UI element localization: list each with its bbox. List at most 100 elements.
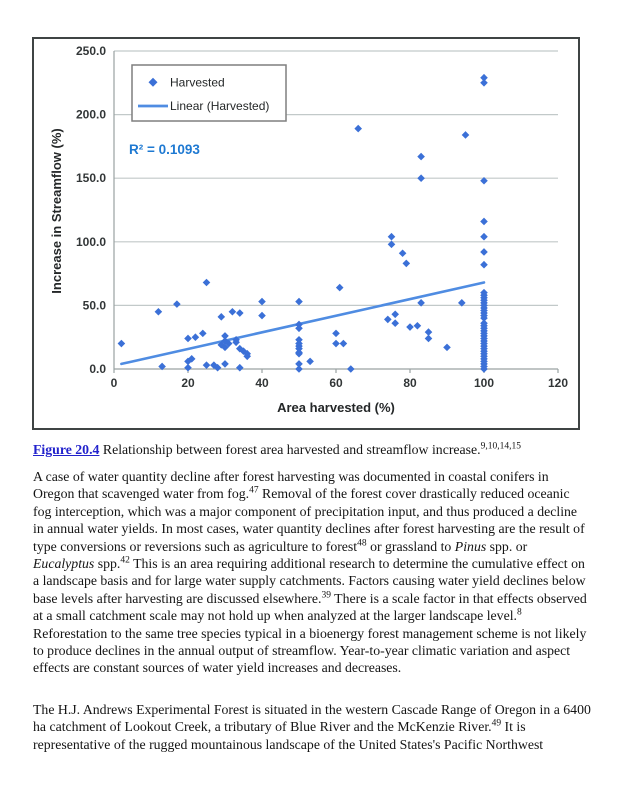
- x-axis-title: Area harvested (%): [277, 400, 395, 415]
- data-point: [199, 329, 207, 338]
- legend: Harvested Linear (Harvested): [131, 64, 287, 122]
- data-point: [480, 217, 488, 226]
- x-tick-label: 20: [181, 376, 195, 390]
- data-point: [184, 363, 192, 372]
- data-point: [480, 73, 488, 82]
- data-point: [387, 240, 396, 249]
- data-point: [295, 324, 303, 333]
- y-tick-label: 250.0: [76, 44, 106, 58]
- data-point: [391, 319, 399, 328]
- x-tick-label: 100: [474, 376, 494, 390]
- r-squared-annotation: R² = 0.1093: [129, 142, 200, 157]
- data-point: [117, 339, 126, 348]
- figure-link[interactable]: Figure 20.4: [33, 442, 100, 457]
- data-point: [217, 341, 226, 349]
- data-point: [424, 328, 433, 336]
- data-point: [236, 363, 244, 372]
- data-point: [184, 357, 192, 366]
- data-point: [221, 337, 229, 345]
- data-point: [387, 232, 396, 241]
- data-point: [295, 360, 303, 368]
- y-tick-label: 200.0: [76, 108, 106, 122]
- data-point: [191, 333, 200, 341]
- data-point: [210, 361, 218, 369]
- x-tick-label: 120: [548, 376, 568, 390]
- y-tick-label: 100.0: [76, 235, 106, 249]
- data-point: [480, 232, 488, 241]
- figure-caption-refs: 9,10,14,15: [480, 441, 521, 452]
- x-tick-label: 0: [111, 376, 118, 390]
- data-point: [391, 310, 399, 319]
- data-point: [347, 365, 355, 373]
- paragraph-1: A case of water quantity decline after f…: [33, 469, 587, 676]
- data-point: [335, 283, 344, 292]
- data-point: [295, 349, 303, 358]
- data-point: [480, 260, 488, 269]
- y-tick-label: 0.0: [89, 362, 106, 376]
- legend-label-linear: Linear (Harvested): [170, 99, 269, 113]
- data-point: [224, 339, 233, 348]
- data-point: [221, 343, 229, 352]
- legend-label-harvested: Harvested: [170, 76, 225, 90]
- data-point: [228, 307, 237, 316]
- y-tick-label: 150.0: [76, 171, 106, 185]
- figure-caption: Figure 20.4 Relationship between forest …: [33, 441, 593, 459]
- data-point: [332, 339, 340, 348]
- data-point: [339, 339, 348, 348]
- data-point: [213, 363, 222, 372]
- data-point: [424, 334, 433, 343]
- data-point: [295, 335, 303, 344]
- data-point: [173, 300, 181, 308]
- legend-diamond-marker: [148, 77, 158, 87]
- trend-line: [120, 281, 486, 366]
- figure-20-4-container: 0.0 50.0 100.0 150.0 200.0 250.0 0 20 40 60 80 100 1…: [32, 37, 580, 430]
- data-point: [184, 334, 192, 343]
- data-point: [417, 174, 425, 182]
- data-point: [354, 124, 362, 133]
- data-point: [236, 309, 244, 317]
- data-point: [306, 357, 314, 366]
- data-point: [295, 365, 303, 373]
- data-point: [480, 365, 488, 373]
- data-point: [480, 248, 488, 256]
- y-axis-title: Increase in Streamflow (%): [49, 128, 64, 293]
- data-point: [458, 299, 466, 307]
- scatter-chart: 0.0 50.0 100.0 150.0 200.0 250.0 0 20 40 60 80 100 1…: [49, 44, 568, 415]
- data-point: [239, 347, 248, 355]
- data-point: [258, 297, 266, 306]
- data-point: [236, 344, 244, 353]
- data-point: [480, 176, 488, 185]
- x-axis-ticks: 0 20 40 60 80 100 120: [111, 369, 568, 390]
- data-point: [295, 297, 303, 306]
- x-tick-label: 40: [255, 376, 269, 390]
- data-point: [480, 79, 488, 87]
- data-point: [443, 343, 451, 352]
- x-tick-label: 80: [403, 376, 417, 390]
- data-point: [398, 249, 407, 258]
- data-point: [413, 321, 422, 330]
- gridlines: 0.0 50.0 100.0 150.0 200.0 250.0: [76, 44, 558, 376]
- data-point: [221, 332, 229, 340]
- data-point: [480, 314, 488, 322]
- data-point: [158, 362, 166, 371]
- paragraph-2: The H.J. Andrews Experimental Forest is …: [33, 702, 591, 752]
- data-point: [332, 329, 340, 338]
- data-point: [406, 323, 414, 331]
- data-point: [417, 152, 425, 161]
- data-point: [217, 313, 226, 321]
- data-point: [187, 355, 196, 363]
- figure-caption-text: Relationship between forest area harvest…: [99, 442, 481, 457]
- data-point: [295, 320, 303, 329]
- data-point: [243, 352, 251, 361]
- x-tick-label: 60: [329, 376, 343, 390]
- data-point: [384, 315, 392, 324]
- data-point: [154, 307, 163, 316]
- data-point: [202, 278, 211, 287]
- data-point: [417, 299, 425, 307]
- data-point: [461, 131, 470, 139]
- data-point: [232, 338, 240, 347]
- y-tick-label: 50.0: [83, 298, 107, 312]
- data-point: [221, 360, 229, 368]
- data-point: [295, 344, 303, 353]
